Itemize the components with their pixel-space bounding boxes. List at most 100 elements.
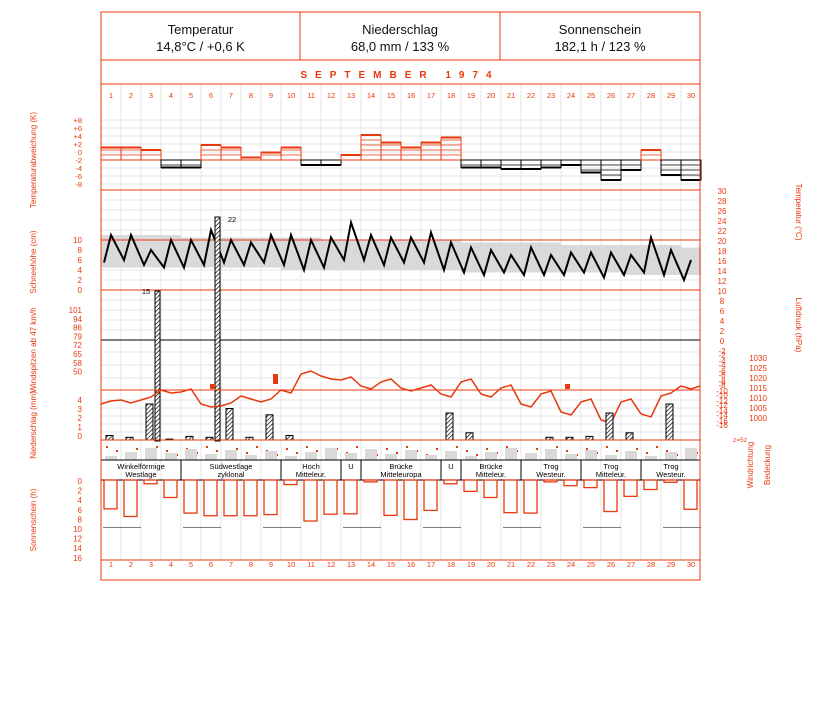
anomaly-bar (580, 159, 602, 173)
anomaly-bar (460, 159, 482, 168)
day-label-bottom: 22 (527, 560, 535, 569)
day-label-top: 15 (387, 91, 395, 100)
sunshine-bar (523, 479, 538, 514)
sunshine-tick-label: 16 (73, 554, 82, 563)
sunshine-bar (243, 479, 258, 517)
cloud-cover-bar (465, 456, 477, 460)
day-label-top: 27 (627, 91, 635, 100)
temperature-tick-label: 18 (718, 247, 727, 256)
header-precipitation-value: 68,0 mm / 133 % (350, 39, 450, 54)
pressure-tick-label: 1030 (749, 354, 767, 363)
temperature-tick-label-lower: -16 (716, 421, 728, 430)
anomaly-tick-label: -6 (75, 172, 82, 181)
cloud-cover-bar (385, 454, 397, 460)
pressure-tick-label: 1015 (749, 384, 767, 393)
anomaly-tick-label: -8 (75, 180, 82, 189)
weather-type-label: Mitteleur. (296, 470, 326, 479)
wind-direction-dot (536, 448, 538, 450)
sunshine-bar (383, 479, 398, 516)
sunshine-bar (303, 479, 318, 522)
cloud-cover-bar (165, 453, 177, 460)
wind-tick-label: 94 (73, 315, 82, 324)
header-temperature-value: 14,8°C / +0,6 K (156, 39, 245, 54)
precipitation-axis-label: Niederschlag (mm) (29, 391, 38, 459)
day-label-bottom: 11 (307, 560, 315, 569)
anomaly-tick-label: -4 (75, 164, 82, 173)
wind-gust-bar (214, 216, 221, 442)
cloud-cover-bar (665, 452, 677, 460)
sunshine-bar (123, 479, 138, 518)
temperature-curve (103, 218, 692, 283)
snow-tick-label: 6 (78, 256, 83, 265)
wind-direction-dot (356, 446, 358, 448)
cloud-cover-bar (265, 451, 277, 460)
temperature-tick-label: -12 (716, 397, 728, 406)
anomaly-bar (400, 147, 422, 161)
sunshine-tick-label: 8 (78, 515, 83, 524)
day-label-top: 18 (447, 91, 455, 100)
weather-type-label: Trog (603, 462, 618, 471)
sunshine-bar (583, 479, 598, 489)
day-label-top: 21 (507, 91, 515, 100)
sunshine-bar (143, 479, 158, 485)
anomaly-tick-label: +6 (73, 124, 82, 133)
day-label-bottom: 28 (647, 560, 655, 569)
cloud-cover-bar (505, 448, 517, 460)
day-label-top: 11 (307, 91, 315, 100)
anomaly-bar (440, 137, 462, 161)
sunshine-axis-label: Sonnenschein (h) (29, 488, 38, 551)
anomaly-tick-label: +2 (73, 140, 82, 149)
pressure-tick-label: 1005 (749, 404, 767, 413)
wind-direction-dot (306, 446, 308, 448)
wind-direction-dot (466, 450, 468, 452)
cloud-cover-bar (545, 449, 557, 460)
snow-tick-label: 2 (78, 276, 83, 285)
sunshine-bar (283, 479, 298, 486)
precipitation-bar (265, 414, 274, 441)
sunshine-tick-label: 0 (78, 477, 83, 486)
temperature-tick-label: 16 (718, 257, 727, 266)
sunshine-bar (223, 479, 238, 517)
precipitation-tick-label: 1 (78, 423, 83, 432)
wind-direction-dot (316, 450, 318, 452)
day-label-bottom: 14 (367, 560, 375, 569)
snow-tick-label: 8 (78, 246, 83, 255)
precipitation-tick-label: 2 (78, 414, 83, 423)
precipitation-bar (665, 403, 674, 441)
cloud-cover-bar (185, 449, 197, 460)
pressure-curve (100, 370, 701, 424)
wind-tick-label: 79 (73, 332, 82, 341)
anomaly-tick-label: 0 (78, 148, 82, 157)
day-label-bottom: 1 (109, 560, 113, 569)
temperature-tick-label: 8 (720, 297, 725, 306)
sunshine-bar (203, 479, 218, 517)
precipitation-tick-label: 4 (78, 396, 83, 405)
weather-type-label: Mitteleur. (596, 470, 626, 479)
sunshine-tick-label: 2 (78, 487, 83, 496)
pressure-axis-label: Luftdruck (hPa) (794, 298, 803, 353)
cloud-cover-bar (125, 452, 137, 460)
cloud-cover-bar (585, 450, 597, 460)
temperature-tick-label-lower: -14 (716, 411, 728, 420)
day-label-bottom: 30 (687, 560, 695, 569)
wind-direction-dot (646, 452, 648, 454)
cloud-cover-bar (365, 449, 377, 460)
day-label-top: 12 (327, 91, 335, 100)
weather-type-label: Trog (663, 462, 678, 471)
sunshine-bar (543, 479, 558, 483)
day-label-top: 29 (667, 91, 675, 100)
temperature-tick-label: 14 (718, 267, 727, 276)
anomaly-tick-label: -2 (75, 156, 82, 165)
day-label-bottom: 29 (667, 560, 675, 569)
day-label-top: 30 (687, 91, 695, 100)
weather-type-label: U (348, 462, 353, 471)
header-precipitation: Niederschlag 68,0 mm / 133 % (300, 12, 500, 60)
snow-tick-label: 10 (73, 236, 82, 245)
wind-direction-dot (286, 448, 288, 450)
wind-direction-dot (136, 448, 138, 450)
cloud-cover-bar (205, 454, 217, 460)
wind-direction-dot (476, 454, 478, 456)
day-label-bottom: 3 (149, 560, 153, 569)
weather-type-label: Mitteleuropa (380, 470, 422, 479)
